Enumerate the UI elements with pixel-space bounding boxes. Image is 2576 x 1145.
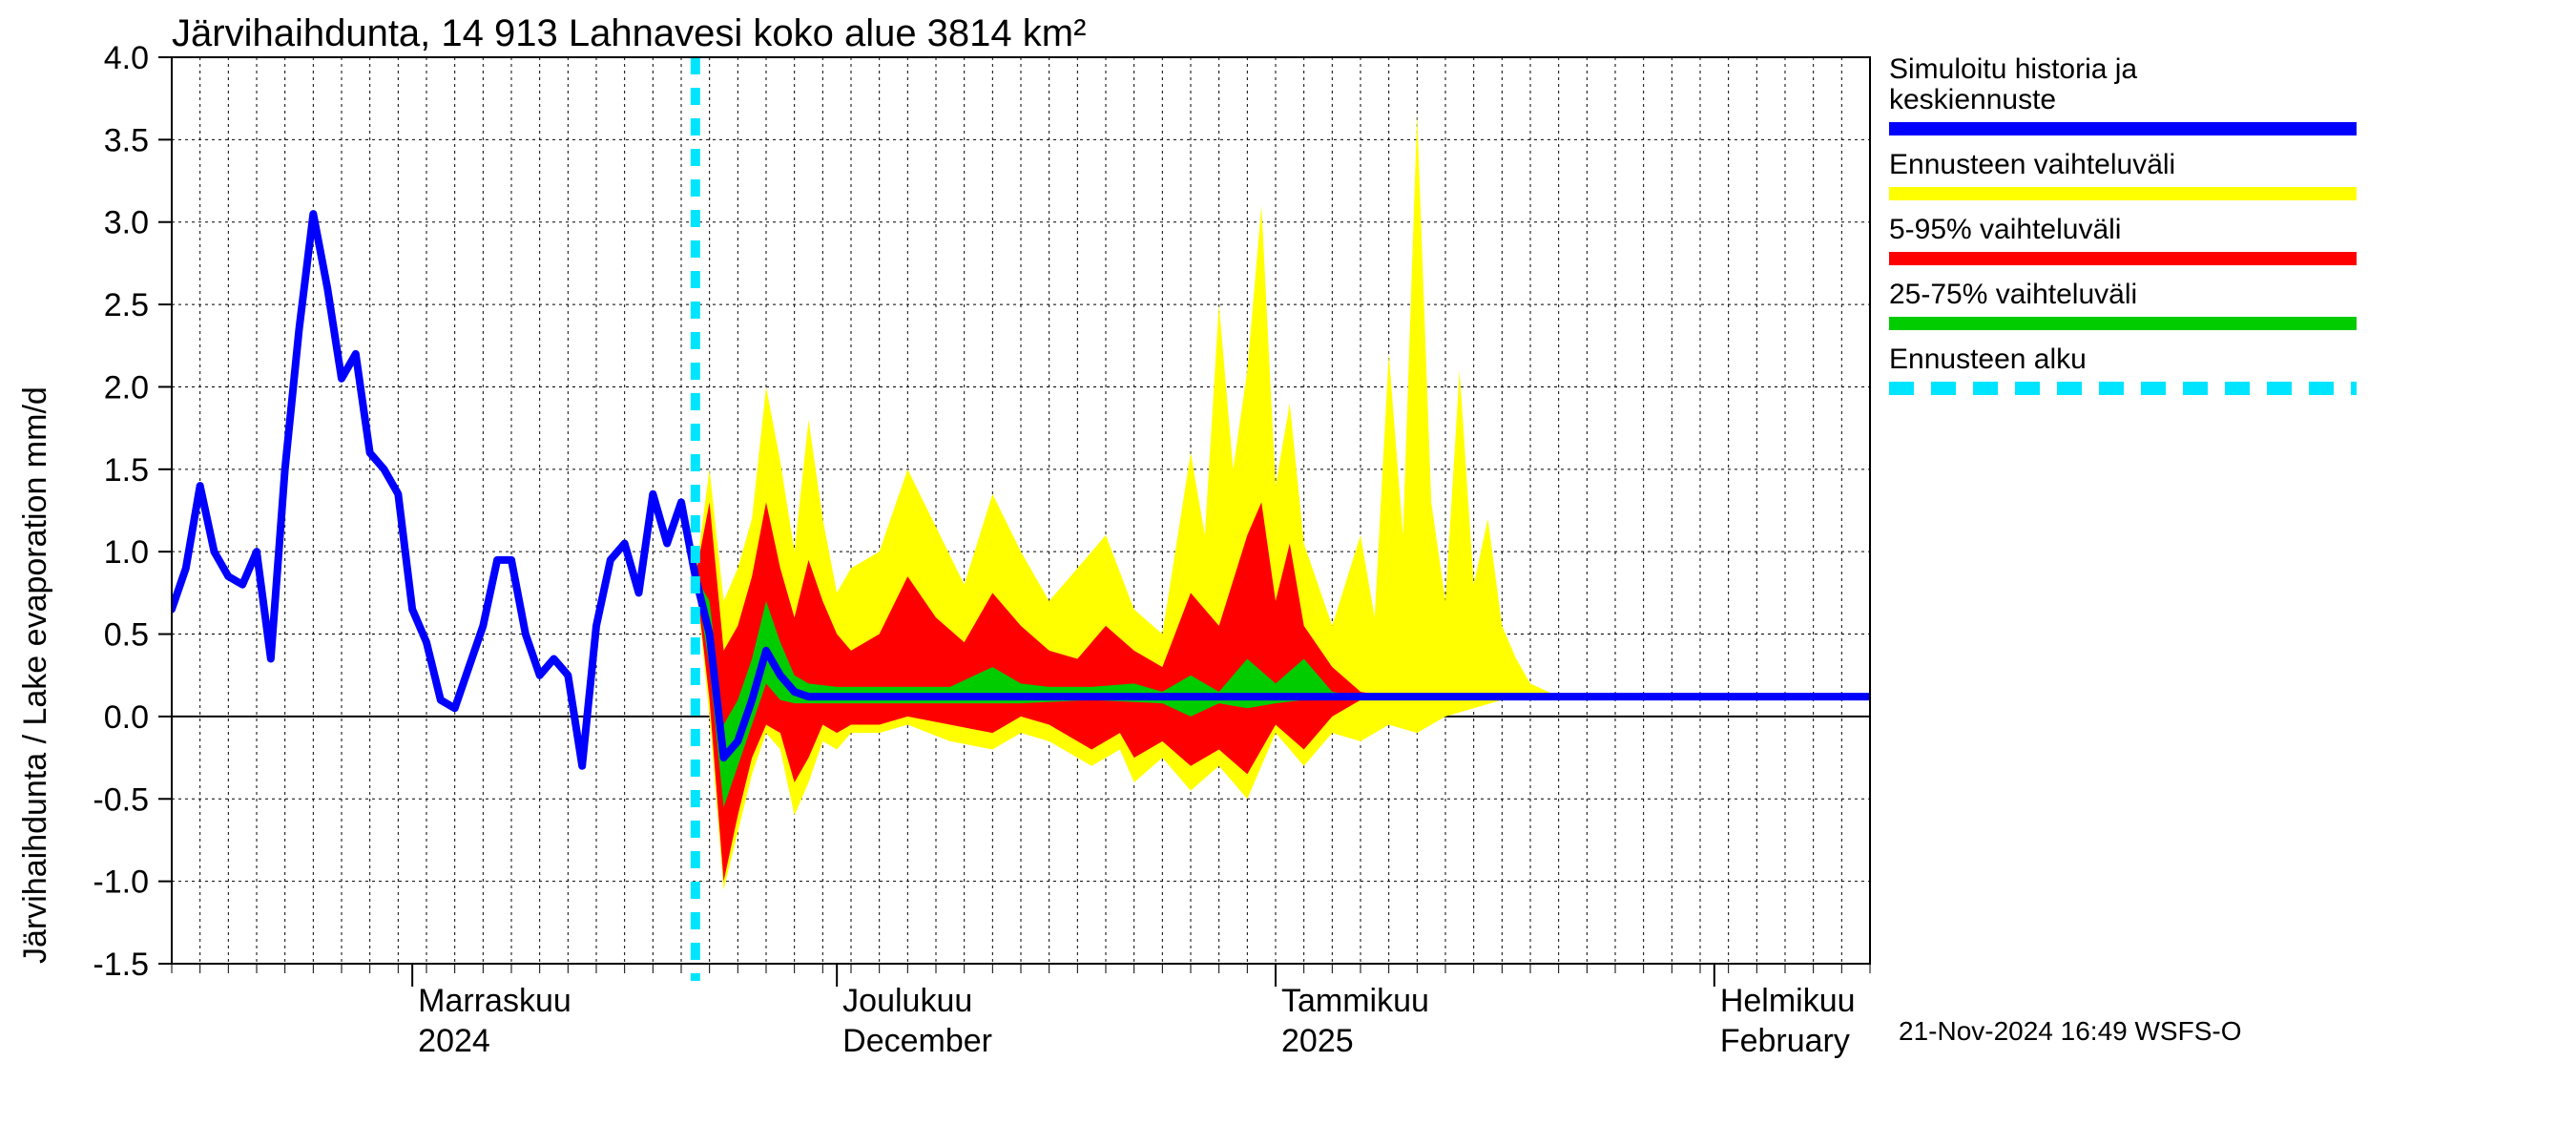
y-axis-label: Järvihaihdunta / Lake evaporation mm/d: [17, 386, 53, 964]
legend-label: 5-95% vaihteluväli: [1889, 214, 2121, 245]
y-tick-label: 4.0: [104, 40, 149, 76]
legend-label: 25-75% vaihteluväli: [1889, 279, 2137, 310]
x-month-label-top: Joulukuu: [842, 983, 972, 1019]
legend-label: keskiennuste: [1889, 84, 2056, 115]
legend-swatch: [1889, 252, 2357, 265]
y-tick-label: -0.5: [93, 781, 149, 818]
y-tick-label: 1.0: [104, 534, 149, 571]
y-tick-label: 1.5: [104, 452, 149, 489]
x-month-label-bottom: 2024: [418, 1023, 490, 1059]
x-month-label-bottom: February: [1720, 1023, 1850, 1059]
x-month-label-top: Marraskuu: [418, 983, 571, 1019]
chart-title: Järvihaihdunta, 14 913 Lahnavesi koko al…: [172, 12, 1086, 54]
legend-swatch: [1889, 122, 2357, 135]
footer-timestamp: 21-Nov-2024 16:49 WSFS-O: [1899, 1016, 2242, 1046]
legend-label: Simuloitu historia ja: [1889, 53, 2137, 85]
y-tick-label: 2.5: [104, 287, 149, 323]
y-tick-label: 3.0: [104, 205, 149, 241]
evaporation-forecast-chart: -1.5 -1.0 -0.5 0.0 0.5 1.0 1.5 2.0 2.5 3.0 3.5 4.0 M…: [0, 0, 2576, 1145]
x-month-label-bottom: 2025: [1281, 1023, 1354, 1059]
y-tick-label: -1.5: [93, 947, 149, 983]
legend-label: Ennusteen alku: [1889, 344, 2087, 375]
y-tick-label: 0.0: [104, 699, 149, 736]
x-month-label-top: Helmikuu: [1720, 983, 1856, 1019]
legend-swatch: [1889, 317, 2357, 330]
legend-label: Ennusteen vaihteluväli: [1889, 149, 2175, 180]
legend-swatch: [1889, 187, 2357, 200]
x-month-label-top: Tammikuu: [1281, 983, 1429, 1019]
y-tick-label: -1.0: [93, 864, 149, 901]
y-tick-label: 2.0: [104, 369, 149, 406]
x-month-label-bottom: December: [842, 1023, 992, 1059]
y-tick-label: 0.5: [104, 617, 149, 654]
y-tick-label: 3.5: [104, 122, 149, 158]
